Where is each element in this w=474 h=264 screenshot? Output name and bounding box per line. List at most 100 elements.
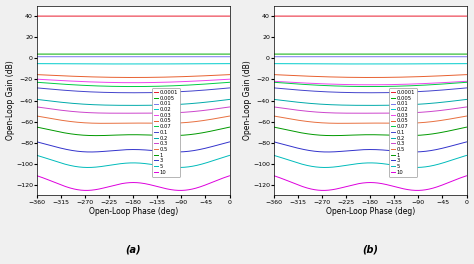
0.07 [439,82,445,86]
0.2 [464,98,469,101]
0.01 [68,55,73,58]
1 [223,126,228,130]
0.07 [108,85,114,88]
0.005 [108,53,114,56]
0.1 [305,89,310,92]
3 [464,140,469,144]
Line: 0.2: 0.2 [37,100,229,105]
0.2 [130,104,136,107]
Text: (a): (a) [126,244,141,254]
0.0001 [56,15,62,18]
0.2 [460,98,465,101]
0.3 [305,110,310,113]
Line: 0.2: 0.2 [274,100,466,105]
10 [293,183,299,186]
0.03 [460,80,465,83]
0.1 [367,91,373,94]
Line: 0.07: 0.07 [274,82,466,87]
3 [460,141,465,144]
0.3 [117,112,122,115]
0.03 [202,79,208,82]
0.005 [34,53,40,56]
0.0001 [34,15,40,18]
0.05 [464,73,469,76]
0.05 [56,74,62,77]
3 [108,149,114,152]
0.07 [34,81,40,84]
Line: 3: 3 [274,142,466,152]
1 [34,126,40,129]
0.05 [367,76,373,79]
0.0001 [460,15,465,18]
Legend: 0.0001, 0.005, 0.01, 0.02, 0.03, 0.05, 0.07, 0.1, 0.2, 0.3, 0.5, 1, 3, 5, 10: 0.0001, 0.005, 0.01, 0.02, 0.03, 0.05, 0… [389,88,417,177]
5 [293,161,299,164]
0.03 [293,81,299,84]
Text: (b): (b) [362,244,378,254]
0.5 [223,115,228,118]
10 [354,182,359,186]
0.2 [56,100,62,103]
0.02 [227,62,232,65]
0.005 [202,53,208,56]
0.1 [460,87,465,90]
10 [345,185,351,188]
1 [202,131,208,134]
0.5 [56,118,62,121]
0.01 [117,55,122,58]
0.1 [345,91,351,94]
5 [227,154,232,157]
Line: 0.5: 0.5 [274,116,466,123]
0.005 [223,53,228,56]
5 [354,162,359,166]
0.005 [345,53,351,56]
Line: 1: 1 [274,127,466,136]
1 [117,133,122,136]
Y-axis label: Open-Loop Gain (dB): Open-Loop Gain (dB) [6,61,15,140]
0.02 [354,62,359,65]
1 [464,126,469,129]
0.02 [56,62,62,65]
10 [108,185,114,188]
5 [439,162,445,165]
0.0001 [117,15,122,18]
0.3 [56,109,62,112]
Line: 0.1: 0.1 [37,88,229,93]
5 [34,154,40,157]
0.1 [56,88,62,91]
0.3 [227,105,232,109]
0.1 [34,86,40,89]
Line: 3: 3 [37,142,229,152]
10 [464,174,469,177]
0.03 [223,78,228,81]
0.02 [34,62,40,65]
0.1 [227,86,232,89]
0.5 [117,122,122,125]
0.05 [108,76,114,79]
0.01 [108,55,114,58]
10 [68,186,73,190]
5 [271,154,277,157]
0.0001 [271,15,277,18]
0.2 [117,104,122,107]
0.05 [223,73,228,76]
0.2 [439,101,445,104]
1 [330,134,336,137]
0.02 [293,62,299,65]
0.01 [223,55,228,58]
0.5 [293,118,299,121]
0.02 [345,62,351,65]
0.0001 [223,15,228,18]
0.01 [202,55,208,58]
0.1 [68,89,73,92]
0.0001 [108,15,114,18]
0.5 [227,115,232,118]
0.01 [34,55,40,58]
0.3 [34,105,40,109]
0.0001 [439,15,445,18]
0.5 [202,119,208,122]
0.07 [227,81,232,84]
1 [227,126,232,129]
5 [108,163,114,167]
0.03 [227,78,232,81]
0.5 [271,115,277,118]
